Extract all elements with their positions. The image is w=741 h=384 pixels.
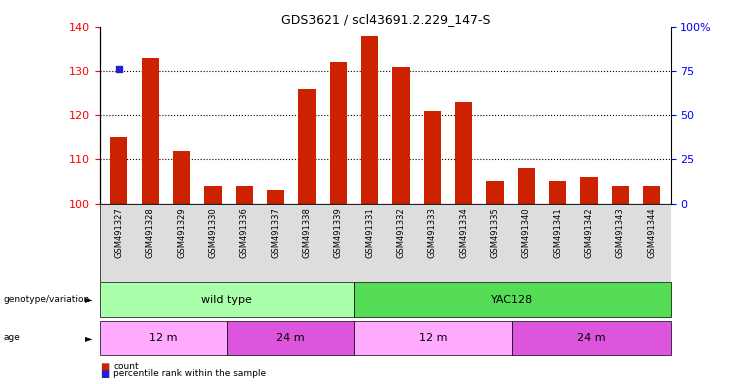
Text: GSM491339: GSM491339 [333,207,343,258]
Bar [353,282,671,317]
Text: ■: ■ [100,369,109,379]
Text: 12 m: 12 m [419,333,447,343]
Text: 24 m: 24 m [577,333,605,343]
Bar [110,137,127,204]
Bar [236,186,253,204]
Text: GSM491334: GSM491334 [459,207,468,258]
Bar [393,67,410,204]
Text: YAC128: YAC128 [491,295,534,305]
Text: ►: ► [85,295,93,305]
Point [113,66,124,72]
Bar [353,321,512,355]
Text: GSM491336: GSM491336 [240,207,249,258]
Text: ■: ■ [100,362,109,372]
Text: GSM491330: GSM491330 [208,207,217,258]
Bar [100,321,227,355]
Text: GSM491329: GSM491329 [177,207,186,258]
Text: GSM491327: GSM491327 [114,207,123,258]
Text: genotype/variation: genotype/variation [4,295,90,304]
Text: GSM491341: GSM491341 [554,207,562,258]
Bar [486,181,504,204]
Bar [612,186,629,204]
Text: GSM491335: GSM491335 [491,207,499,258]
Bar [424,111,441,204]
Bar [512,321,671,355]
Text: GSM491343: GSM491343 [616,207,625,258]
Bar [267,190,285,204]
Text: GSM491332: GSM491332 [396,207,405,258]
Text: GSM491337: GSM491337 [271,207,280,258]
Text: GSM491328: GSM491328 [146,207,155,258]
Bar [330,62,347,204]
Bar [549,181,566,204]
Bar [580,177,598,204]
Text: GSM491344: GSM491344 [648,207,657,258]
Text: GSM491342: GSM491342 [585,207,594,258]
Text: GSM491333: GSM491333 [428,207,437,258]
Bar [205,186,222,204]
Text: percentile rank within the sample: percentile rank within the sample [113,369,267,378]
Text: GSM491338: GSM491338 [302,207,311,258]
Text: ►: ► [85,333,93,343]
Text: count: count [113,362,139,371]
Bar [100,282,353,317]
Bar [299,89,316,204]
Bar [173,151,190,204]
Bar [142,58,159,204]
Bar [361,36,378,204]
Text: age: age [4,333,21,343]
Bar [643,186,660,204]
Bar [455,102,472,204]
Text: GSM491331: GSM491331 [365,207,374,258]
Bar [227,321,353,355]
Text: 12 m: 12 m [149,333,178,343]
Text: wild type: wild type [202,295,252,305]
Point [301,1,313,7]
Text: 24 m: 24 m [276,333,305,343]
Bar [100,204,671,282]
Title: GDS3621 / scl43691.2.229_147-S: GDS3621 / scl43691.2.229_147-S [281,13,490,26]
Text: GSM491340: GSM491340 [522,207,531,258]
Bar [518,168,535,204]
